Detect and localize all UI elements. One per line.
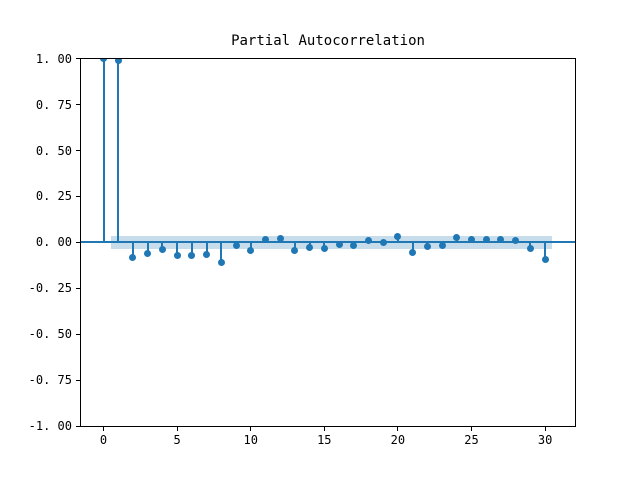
pacf-point (541, 256, 549, 264)
pacf-stem (249, 242, 252, 251)
pacf-stem (190, 242, 193, 256)
pacf-point (100, 58, 108, 63)
pacf-point (526, 245, 534, 253)
pacf-stem (205, 242, 208, 255)
x-tick-mark (397, 427, 399, 432)
pacf-point (261, 236, 269, 244)
pacf-stem (117, 60, 120, 243)
pacf-point (173, 251, 181, 259)
pacf-point (203, 251, 211, 259)
y-tick-label: 1. 00 (35, 51, 72, 66)
pacf-point (468, 235, 476, 243)
x-tick-mark (250, 427, 252, 432)
y-tick-label: -0. 25 (28, 281, 72, 296)
pacf-point (497, 235, 505, 243)
y-tick-mark (76, 150, 80, 151)
y-tick-label: -0. 75 (28, 373, 72, 388)
y-tick-mark (76, 195, 80, 197)
pacf-point (409, 249, 417, 257)
pacf-stem (176, 242, 179, 256)
plot-area (80, 57, 576, 428)
pacf-point (306, 243, 314, 251)
pacf-stem (131, 242, 134, 258)
pacf-point (144, 249, 152, 257)
pacf-point (379, 238, 387, 246)
x-tick-mark (176, 427, 178, 432)
pacf-stem (102, 58, 105, 243)
x-tick-mark (471, 427, 473, 432)
y-tick-mark (76, 241, 80, 243)
pacf-stem (220, 242, 223, 263)
y-tick-mark (76, 287, 80, 289)
pacf-point (291, 246, 299, 254)
x-tick-label: 10 (243, 433, 258, 448)
y-tick-label: -0. 50 (28, 327, 72, 342)
pacf-point (217, 259, 225, 267)
y-tick-label: 0. 75 (35, 97, 72, 112)
pacf-point (394, 232, 402, 240)
x-tick-label: 5 (173, 433, 181, 448)
pacf-point (423, 242, 431, 250)
zero-line (81, 241, 575, 244)
y-tick-mark (76, 333, 80, 335)
y-tick-label: 0. 00 (35, 235, 72, 250)
pacf-point (232, 241, 240, 249)
y-tick-mark (76, 104, 80, 106)
x-tick-label: 20 (390, 433, 406, 448)
y-tick-label: 0. 25 (35, 189, 72, 204)
pacf-point (158, 245, 166, 253)
pacf-point (335, 240, 343, 248)
x-tick-label: 25 (464, 433, 479, 448)
y-tick-label: 0. 50 (35, 143, 72, 158)
pacf-point (129, 254, 137, 262)
pacf-point (438, 242, 446, 250)
pacf-point (482, 236, 490, 244)
chart-title: Partial Autocorrelation (231, 33, 425, 49)
pacf-point (247, 246, 255, 254)
x-tick-label: 15 (317, 433, 332, 448)
pacf-stem (411, 242, 414, 253)
x-tick-mark (544, 427, 546, 432)
pacf-stem (293, 242, 296, 251)
y-tick-mark (76, 379, 80, 381)
pacf-point (453, 233, 461, 241)
pacf-point (320, 245, 328, 253)
pacf-point (188, 251, 196, 259)
x-tick-mark (323, 427, 325, 432)
y-tick-label: -1. 00 (28, 419, 72, 434)
pacf-point (512, 237, 520, 245)
pacf-point (114, 58, 122, 64)
y-tick-mark (76, 425, 80, 427)
pacf-stem (146, 242, 149, 254)
y-tick-mark (76, 58, 80, 60)
pacf-point (364, 237, 372, 245)
pacf-point (350, 241, 358, 249)
pacf-point (276, 234, 284, 242)
pacf-stem (544, 242, 547, 260)
x-tick-label: 30 (537, 433, 553, 448)
x-tick-label: 0 (99, 433, 108, 448)
x-tick-mark (103, 427, 105, 432)
